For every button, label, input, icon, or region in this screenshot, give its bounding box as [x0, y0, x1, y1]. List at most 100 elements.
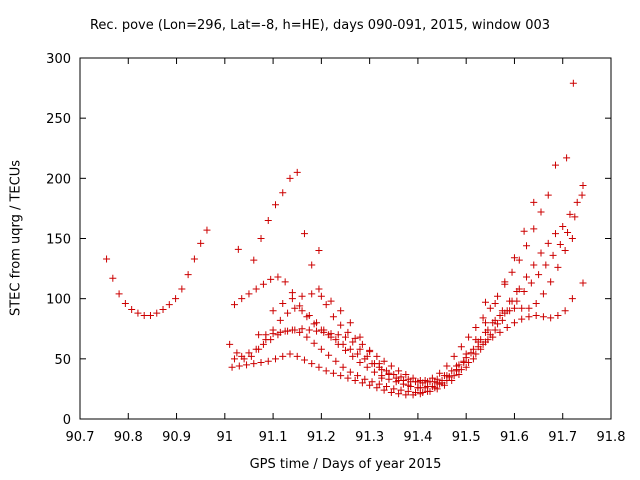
data-point — [383, 383, 391, 391]
data-point — [226, 340, 234, 348]
data-point — [322, 367, 330, 375]
data-point — [556, 241, 564, 249]
data-point — [549, 251, 557, 259]
data-point — [146, 312, 154, 320]
data-point — [255, 345, 263, 353]
data-point — [547, 278, 555, 286]
data-point — [279, 352, 287, 360]
data-point — [395, 367, 403, 375]
data-point — [257, 358, 265, 366]
data-point — [479, 314, 487, 322]
data-point — [573, 198, 581, 206]
data-point — [387, 362, 395, 370]
data-point — [317, 345, 325, 353]
data-point — [380, 386, 388, 394]
data-point — [395, 376, 403, 384]
data-point — [298, 292, 306, 300]
data-point — [486, 304, 494, 312]
data-point — [462, 363, 470, 371]
data-point — [272, 355, 280, 363]
data-point — [472, 336, 480, 344]
data-point — [315, 285, 323, 293]
data-point — [238, 295, 246, 303]
data-point — [344, 328, 352, 336]
data-point — [532, 312, 540, 320]
y-tick-label: 200 — [46, 172, 71, 187]
data-point — [305, 326, 313, 334]
data-point — [197, 239, 205, 247]
data-point — [115, 290, 123, 298]
x-tick-label: 91.8 — [597, 430, 626, 445]
data-point — [501, 278, 509, 286]
data-point — [190, 255, 198, 263]
data-point — [566, 210, 574, 218]
y-tick-label: 0 — [63, 413, 71, 428]
data-point — [259, 340, 267, 348]
data-point — [491, 326, 499, 334]
data-point — [349, 352, 357, 360]
data-point — [537, 208, 545, 216]
plot-frame — [79, 57, 612, 420]
data-point — [530, 261, 538, 269]
data-point — [172, 295, 180, 303]
data-point — [315, 247, 323, 255]
data-point — [510, 304, 518, 312]
data-point — [308, 290, 316, 298]
data-point — [378, 366, 386, 374]
y-tick-label: 100 — [46, 293, 71, 308]
data-point — [518, 315, 526, 323]
data-point — [313, 327, 321, 335]
data-point — [489, 319, 497, 327]
data-point — [547, 314, 555, 322]
data-point — [436, 369, 444, 377]
data-point — [329, 369, 337, 377]
data-point — [243, 361, 251, 369]
data-point — [337, 321, 345, 329]
data-point — [532, 299, 540, 307]
data-point — [276, 328, 284, 336]
x-axis-label: GPS time / Days of year 2015 — [249, 457, 442, 472]
data-point — [443, 372, 451, 380]
data-point — [286, 350, 294, 358]
data-point — [245, 290, 253, 298]
data-point — [250, 360, 258, 368]
data-point — [539, 290, 547, 298]
data-point — [203, 226, 211, 234]
data-point — [354, 372, 362, 380]
data-point — [523, 242, 531, 250]
y-tick-label: 150 — [46, 233, 71, 248]
data-point — [230, 355, 238, 363]
data-point — [402, 370, 410, 378]
data-point — [498, 316, 506, 324]
data-point — [240, 355, 248, 363]
data-point — [443, 362, 451, 370]
data-point — [332, 336, 340, 344]
data-point — [140, 312, 148, 320]
data-point — [303, 313, 311, 321]
data-point — [262, 331, 270, 339]
data-point — [542, 261, 550, 269]
data-point — [300, 230, 308, 238]
data-point — [363, 363, 371, 371]
data-point — [404, 381, 412, 389]
data-point — [510, 319, 518, 327]
data-point — [322, 301, 330, 309]
data-point — [128, 305, 136, 313]
x-tick-label: 91.6 — [500, 430, 529, 445]
data-point — [356, 345, 364, 353]
data-point — [325, 351, 333, 359]
data-point — [380, 357, 388, 365]
data-point — [503, 307, 511, 315]
data-point — [481, 328, 489, 336]
data-point — [274, 273, 282, 281]
data-point — [395, 390, 403, 398]
data-point — [373, 384, 381, 392]
data-point — [467, 349, 475, 357]
x-tick-label: 91.2 — [307, 430, 336, 445]
data-point — [184, 271, 192, 279]
data-point — [284, 309, 292, 317]
data-point — [569, 79, 577, 87]
data-point — [315, 363, 323, 371]
data-point — [103, 255, 111, 263]
data-point — [351, 334, 359, 342]
